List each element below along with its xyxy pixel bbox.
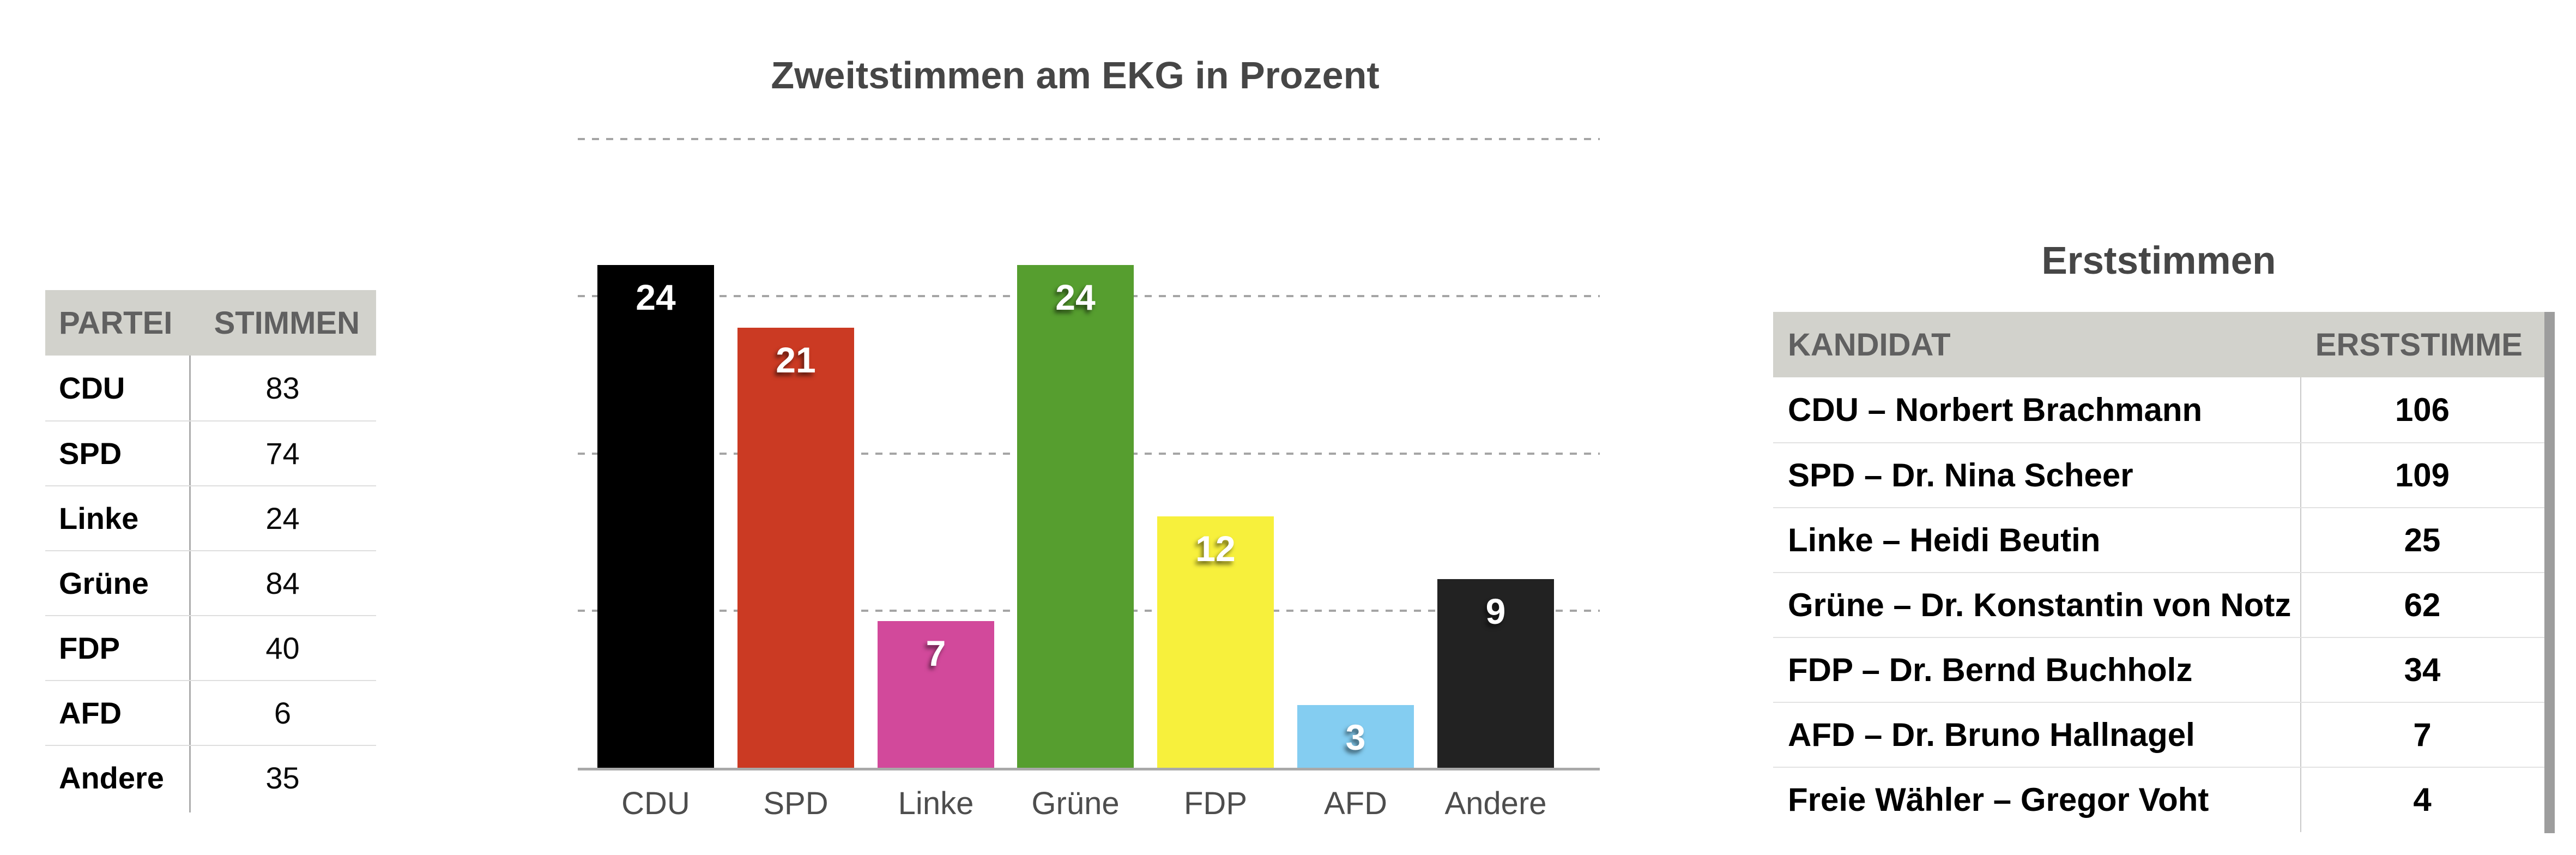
table-row: AFD – Dr. Bruno Hallnagel 7 bbox=[1773, 702, 2544, 767]
party-name: SPD bbox=[59, 436, 122, 471]
x-axis-label: AFD bbox=[1324, 786, 1387, 821]
party-name: AFD bbox=[59, 696, 122, 730]
bar-grüne: 24 bbox=[1017, 265, 1134, 768]
partei-stimmen-table: PARTEI STIMMEN CDU 83 SPD 74 Linke 24 Grüne 84 F… bbox=[45, 290, 376, 812]
bar-value-label: 12 bbox=[1195, 528, 1236, 569]
gridline bbox=[578, 138, 1600, 140]
bar-linke: 7 bbox=[878, 621, 994, 768]
stimmen-header-label: STIMMEN bbox=[214, 305, 360, 341]
x-axis-label: CDU bbox=[621, 786, 690, 821]
party-name: CDU bbox=[59, 371, 125, 405]
candidate-votes: 4 bbox=[2413, 781, 2432, 818]
table-row: FDP 40 bbox=[45, 615, 376, 680]
partei-header-label: PARTEI bbox=[59, 305, 173, 341]
candidate-name: CDU – Norbert Brachmann bbox=[1788, 392, 2203, 428]
table-row: Linke 24 bbox=[45, 485, 376, 550]
bar-afd: 3 bbox=[1297, 705, 1414, 768]
bar-spd: 21 bbox=[737, 328, 854, 768]
party-votes: 6 bbox=[274, 696, 292, 730]
erststimmen-table: KANDIDAT ERSTSTIMME CDU – Norbert Brachm… bbox=[1773, 312, 2544, 832]
kandidat-header-label: KANDIDAT bbox=[1788, 327, 1951, 363]
bar-cdu: 24 bbox=[597, 265, 714, 768]
erststimmen-table-header: KANDIDAT ERSTSTIMME bbox=[1773, 312, 2544, 377]
bar-chart: 24 CDU 21 SPD 7 Linke 24 Grüne 12 FDP 3 AFD 9 Andere bbox=[578, 138, 1600, 820]
bar-value-label: 9 bbox=[1485, 591, 1506, 631]
erststimmen-title: Erststimmen bbox=[2041, 239, 2276, 282]
party-votes: 40 bbox=[265, 631, 300, 665]
candidate-votes: 7 bbox=[2413, 716, 2432, 753]
candidate-votes: 34 bbox=[2404, 652, 2441, 688]
candidate-name: Linke – Heidi Beutin bbox=[1788, 522, 2101, 558]
partei-table-header: PARTEI STIMMEN bbox=[45, 290, 376, 356]
party-name: Grüne bbox=[59, 566, 149, 600]
candidate-name: AFD – Dr. Bruno Hallnagel bbox=[1788, 716, 2195, 753]
bar-fdp: 12 bbox=[1157, 516, 1274, 768]
candidate-votes: 62 bbox=[2404, 587, 2441, 623]
table-row: Grüne 84 bbox=[45, 550, 376, 615]
party-votes: 74 bbox=[265, 436, 300, 471]
table-row: SPD – Dr. Nina Scheer 109 bbox=[1773, 442, 2544, 507]
x-axis-label: SPD bbox=[763, 786, 829, 821]
party-votes: 83 bbox=[265, 371, 300, 405]
chart-title: Zweitstimmen am EKG in Prozent bbox=[771, 54, 1380, 97]
table-row: SPD 74 bbox=[45, 420, 376, 485]
erststimmen-table-body: CDU – Norbert Brachmann 106 SPD – Dr. Nina… bbox=[1773, 377, 2544, 832]
x-axis-label: Linke bbox=[898, 786, 974, 821]
table-row: FDP – Dr. Bernd Buchholz 34 bbox=[1773, 637, 2544, 702]
table-row: CDU 83 bbox=[45, 356, 376, 420]
table-row: Freie Wähler – Gregor Voht 4 bbox=[1773, 767, 2544, 832]
table-row: AFD 6 bbox=[45, 680, 376, 745]
bar-value-label: 3 bbox=[1345, 717, 1366, 757]
x-axis-label: Grüne bbox=[1031, 786, 1120, 821]
candidate-name: Grüne – Dr. Konstantin von Notz bbox=[1788, 587, 2291, 623]
party-votes: 84 bbox=[265, 566, 300, 600]
bar-value-label: 21 bbox=[776, 340, 816, 380]
column-divider bbox=[2300, 377, 2301, 832]
bar-value-label: 7 bbox=[926, 633, 946, 673]
table-row: Grüne – Dr. Konstantin von Notz 62 bbox=[1773, 572, 2544, 637]
column-divider bbox=[189, 356, 191, 812]
candidate-votes: 106 bbox=[2394, 392, 2450, 428]
candidate-name: FDP – Dr. Bernd Buchholz bbox=[1788, 652, 2193, 688]
bar-andere: 9 bbox=[1437, 579, 1554, 768]
party-name: Linke bbox=[59, 501, 139, 535]
x-axis-label: FDP bbox=[1184, 786, 1247, 821]
table-row: CDU – Norbert Brachmann 106 bbox=[1773, 377, 2544, 442]
table-right-border bbox=[2544, 312, 2555, 833]
table-row: Andere 35 bbox=[45, 745, 376, 810]
party-name: Andere bbox=[59, 761, 164, 795]
party-name: FDP bbox=[59, 631, 120, 665]
candidate-name: Freie Wähler – Gregor Voht bbox=[1788, 781, 2209, 818]
candidate-votes: 25 bbox=[2404, 522, 2441, 558]
table-row: Linke – Heidi Beutin 25 bbox=[1773, 507, 2544, 572]
x-axis-label: Andere bbox=[1444, 786, 1547, 821]
bar-value-label: 24 bbox=[1055, 277, 1096, 317]
erststimme-header-label: ERSTSTIMME bbox=[2315, 327, 2523, 363]
candidate-votes: 109 bbox=[2394, 457, 2450, 493]
party-votes: 24 bbox=[265, 501, 300, 535]
candidate-name: SPD – Dr. Nina Scheer bbox=[1788, 457, 2133, 493]
partei-table-body: CDU 83 SPD 74 Linke 24 Grüne 84 FDP 40 AFD 6 Andere 3… bbox=[45, 356, 376, 812]
x-axis-line bbox=[578, 768, 1600, 770]
party-votes: 35 bbox=[265, 761, 300, 795]
bar-value-label: 24 bbox=[636, 277, 676, 317]
